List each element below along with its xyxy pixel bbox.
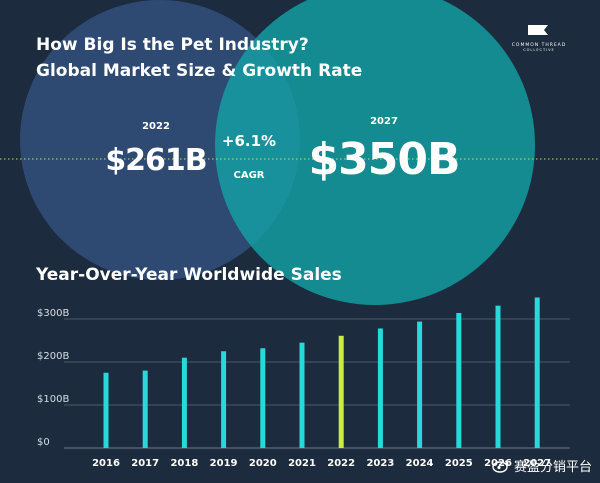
y-tick-label: $200B [37, 351, 69, 362]
watermark-text: 赛盈分销平台 [513, 460, 592, 475]
left-year: 2022 [142, 121, 170, 132]
x-tick-label: 2025 [445, 458, 473, 469]
bar-2022 [338, 335, 344, 448]
right-circle [215, 0, 535, 305]
bar-2021 [299, 342, 305, 448]
flag-icon [528, 25, 548, 35]
bar-2025 [456, 312, 462, 448]
bar-2017 [142, 370, 148, 448]
bar-2018 [181, 357, 187, 448]
page-subtitle: Global Market Size & Growth Rate [36, 61, 363, 81]
bar-2019 [221, 351, 227, 448]
x-tick-label: 2026 [484, 458, 512, 469]
x-tick-label: 2019 [210, 458, 238, 469]
x-tick-label: 2016 [92, 458, 120, 469]
bar-2020 [260, 348, 266, 448]
watermark: 赛盈分销平台 [492, 456, 592, 475]
y-tick-label: $100B [37, 394, 69, 405]
x-tick-label: 2018 [170, 458, 198, 469]
cagr-label: CAGR [233, 170, 265, 181]
right-value: $350B [308, 134, 461, 185]
y-tick-label: $300B [37, 308, 69, 319]
weibo-icon [492, 459, 509, 473]
x-tick-label: 2027 [523, 458, 551, 469]
bar-2027 [534, 297, 540, 448]
bar-2026 [495, 305, 501, 448]
x-tick-label: 2023 [366, 458, 394, 469]
bar-2016 [103, 372, 109, 448]
x-tick-label: 2021 [288, 458, 316, 469]
bar-2024 [417, 321, 423, 448]
logo-text-sub: COLLECTIVE [523, 48, 555, 52]
x-tick-label: 2024 [406, 458, 434, 469]
x-tick-label: 2020 [249, 458, 277, 469]
page-title: How Big Is the Pet Industry? [36, 35, 309, 55]
x-tick-label: 2017 [131, 458, 159, 469]
brand-logo: COMMON THREAD COLLECTIVE [506, 22, 572, 52]
y-tick-label: $0 [37, 437, 50, 448]
cagr-value: +6.1% [221, 132, 277, 150]
logo-text-main: COMMON THREAD [511, 43, 567, 48]
bar-2023 [377, 328, 383, 448]
left-value: $261B [105, 143, 207, 178]
right-year: 2027 [370, 116, 398, 127]
chart-title: Year-Over-Year Worldwide Sales [36, 265, 342, 285]
x-tick-label: 2022 [327, 458, 355, 469]
